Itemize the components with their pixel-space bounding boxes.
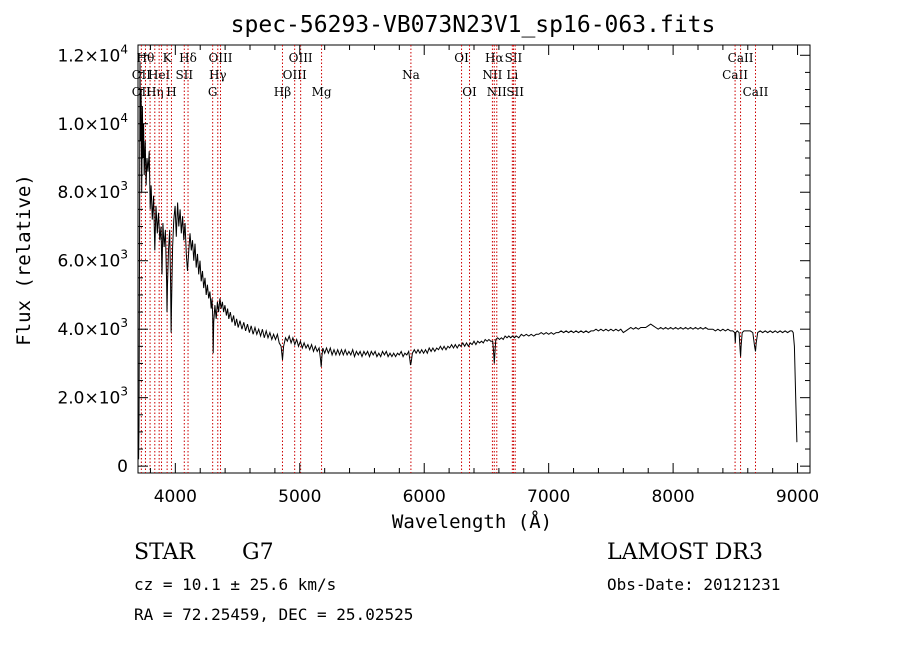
line-markers: OIIOIIHθHηHeIKHSIIHδGHγOIIIHβOIIIOIIIMgN…: [132, 45, 769, 473]
obs-date: Obs-Date: 20121231: [607, 575, 780, 594]
x-tick-label: 8000: [651, 487, 694, 507]
line-label: Li: [506, 68, 518, 82]
y-tick-label: 1.2×104: [57, 42, 128, 66]
line-label: CaII: [722, 68, 748, 82]
y-tick-exponent: 3: [120, 316, 128, 330]
y-tick-label: 8.0×103: [57, 179, 128, 203]
y-tick-mantissa: 1.0×10: [57, 115, 120, 135]
line-label: OIII: [289, 51, 313, 65]
y-tick-mantissa: 0: [117, 457, 128, 477]
line-label: Hδ: [179, 51, 197, 65]
chart-title: spec-56293-VB073N23V1_sp16-063.fits: [231, 12, 716, 38]
x-tick-label: 7000: [527, 487, 570, 507]
line-label: G: [208, 85, 218, 99]
line-label: Hα: [485, 51, 504, 65]
line-label: OI: [462, 85, 477, 99]
y-tick-mantissa: 8.0×10: [57, 183, 120, 203]
line-label: CaII: [728, 51, 754, 65]
line-label: Mg: [312, 85, 332, 99]
x-tick-label: 6000: [403, 487, 446, 507]
line-label: Hη: [146, 85, 164, 99]
line-label: NII: [487, 85, 507, 99]
line-label: CaII: [743, 85, 769, 99]
y-axis: 02.0×1034.0×1036.0×1038.0×1031.0×1041.2×…: [57, 42, 810, 477]
x-tick-label: 5000: [278, 487, 321, 507]
line-label: Hθ: [137, 51, 155, 65]
line-label: K: [163, 51, 173, 65]
y-tick-exponent: 4: [120, 111, 128, 125]
y-tick-label: 2.0×103: [57, 385, 128, 409]
plot-frame: [137, 44, 811, 474]
spectrum-line: [137, 62, 798, 460]
y-tick-label: 0: [117, 457, 128, 477]
x-tick-label: 4000: [154, 487, 197, 507]
line-label: SII: [175, 68, 193, 82]
spectrum-series: [137, 62, 798, 460]
line-label: SII: [506, 85, 524, 99]
line-label: Hγ: [209, 68, 227, 82]
x-axis: 4000 5000 6000 7000 8000 9000: [149, 45, 819, 507]
y-tick-label: 6.0×103: [57, 248, 128, 272]
y-tick-label: 1.0×104: [57, 111, 128, 135]
object-subclass: G7: [242, 540, 274, 565]
x-axis-label: Wavelength (Å): [392, 510, 552, 533]
object-class: STAR: [134, 540, 196, 565]
line-label: Na: [402, 68, 420, 82]
line-label: OII: [132, 68, 152, 82]
x-tick-label: 9000: [776, 487, 819, 507]
y-axis-label: Flux (relative): [13, 174, 35, 346]
line-label: SII: [505, 51, 523, 65]
line-label: OIII: [283, 68, 307, 82]
y-tick-mantissa: 2.0×10: [57, 389, 120, 409]
line-label: Hβ: [274, 85, 291, 99]
y-tick-label: 4.0×103: [57, 316, 128, 340]
y-tick-exponent: 3: [120, 179, 128, 193]
y-tick-exponent: 4: [120, 42, 128, 56]
line-label: OI: [454, 51, 469, 65]
y-tick-exponent: 3: [120, 385, 128, 399]
y-tick-mantissa: 6.0×10: [57, 252, 120, 272]
redshift-readout: cz = 10.1 ± 25.6 km/s: [134, 575, 336, 594]
survey-name: LAMOST DR3: [607, 540, 763, 565]
line-label: NII: [482, 68, 502, 82]
y-tick-mantissa: 1.2×10: [57, 46, 120, 66]
y-tick-exponent: 3: [120, 248, 128, 262]
line-label: HeI: [148, 68, 171, 82]
y-tick-mantissa: 4.0×10: [57, 320, 120, 340]
line-label: OIII: [208, 51, 232, 65]
line-label: H: [166, 85, 176, 99]
coordinates: RA = 72.25459, DEC = 25.02525: [134, 605, 413, 624]
